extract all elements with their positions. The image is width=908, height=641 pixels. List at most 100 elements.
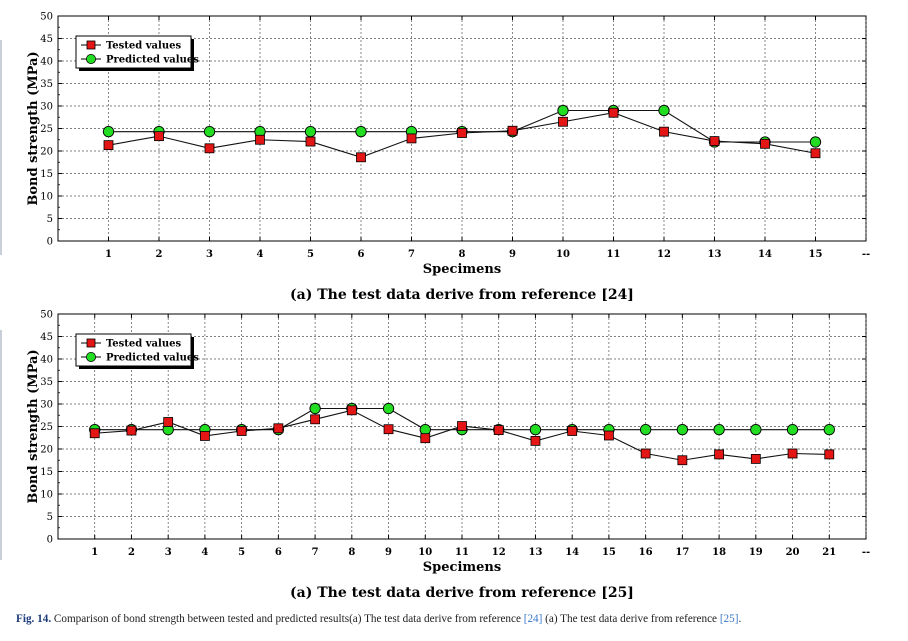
x-tick-label: 15 [809, 249, 823, 260]
y-tick-label: 35 [40, 79, 53, 90]
page-edge-mark [0, 40, 2, 255]
x-tick-label: 2 [128, 547, 135, 558]
x-tick-label: 9 [509, 249, 516, 260]
chart-subtitle: (a) The test data derive from reference … [290, 287, 634, 303]
tested-point [406, 133, 417, 144]
y-axis-label: Bond strength (MPa) [26, 51, 41, 205]
tested-point [356, 152, 366, 163]
tested-point [507, 125, 518, 136]
x-tick-label: 7 [408, 249, 415, 260]
legend-label: Predicted values [106, 353, 199, 364]
y-tick-label: 20 [40, 147, 53, 158]
x-tick-label: 11 [455, 547, 469, 558]
y-tick-label: 10 [40, 490, 53, 501]
tested-point [787, 448, 798, 459]
tested-point [640, 448, 651, 459]
y-tick-label: 35 [40, 377, 53, 388]
y-tick-label: 15 [40, 467, 53, 478]
tested-point [126, 425, 137, 436]
tested-point [103, 140, 114, 151]
y-tick-label: 25 [40, 422, 53, 433]
tested-point [255, 134, 265, 145]
x-tick-label: 3 [165, 547, 172, 558]
legend-label: Tested values [106, 41, 181, 52]
tested-point [346, 405, 357, 416]
y-tick-label: 45 [40, 332, 53, 343]
x-tick-label: 7 [312, 547, 319, 558]
x-tick-label: 3 [206, 249, 213, 260]
chart-subtitle: (a) The test data derive from reference … [290, 585, 634, 601]
predicted-point [658, 104, 670, 117]
caption-label: Fig. 14. [16, 613, 52, 625]
x-tick-label: 1 [105, 249, 112, 260]
predicted-point [355, 125, 367, 138]
tested-point [383, 424, 394, 435]
x-tick-label: 8 [459, 249, 466, 260]
predicted-point [557, 104, 569, 117]
x-tick-label: 13 [708, 249, 722, 260]
predicted-point [639, 423, 652, 436]
y-tick-label: 50 [40, 310, 53, 321]
x-tick-label: 9 [385, 547, 392, 558]
x-tick-label: 6 [275, 547, 282, 558]
caption-ref-link[interactable]: [24] [523, 613, 543, 625]
x-axis-label: Specimens [423, 560, 501, 575]
x-tick-label: 13 [528, 547, 542, 558]
legend-tested-marker [86, 338, 96, 348]
x-tick-label: 17 [675, 547, 689, 558]
y-tick-label: 40 [40, 57, 53, 68]
y-tick-label: 30 [40, 400, 53, 411]
tested-point [310, 414, 320, 425]
tested-point [420, 433, 431, 444]
tested-point [567, 426, 578, 436]
x-tick-label: 4 [257, 249, 264, 260]
predicted-point [713, 423, 725, 436]
y-tick-label: 15 [40, 169, 53, 180]
figure-caption: Fig. 14. Comparison of bond strength bet… [16, 613, 896, 625]
y-tick-label: 5 [47, 214, 53, 225]
tested-point [204, 143, 215, 154]
x-tick-label: 15 [602, 547, 616, 558]
x-tick-label: 12 [657, 249, 671, 260]
tested-point [457, 128, 467, 138]
tested-point [677, 455, 688, 466]
x-tick-label: 8 [348, 547, 355, 558]
x-tick-label: 20 [786, 547, 800, 558]
tested-point [530, 435, 541, 446]
tested-point [163, 417, 174, 427]
tested-point [154, 131, 164, 142]
x-tick-label: 5 [238, 547, 245, 558]
tested-point [273, 423, 284, 434]
y-tick-label: 0 [47, 237, 53, 248]
x-tick-label: 16 [639, 547, 653, 558]
x-tick-label: 18 [712, 547, 726, 558]
legend-label: Tested values [106, 339, 181, 350]
x-tick-label: 6 [358, 249, 365, 260]
predicted-point [419, 423, 431, 436]
tested-point [750, 453, 761, 464]
tested-point [824, 449, 835, 460]
y-tick-label: 10 [40, 192, 53, 203]
x-tick-label: 21 [822, 547, 836, 558]
x-tick-label: 11 [607, 249, 621, 260]
y-tick-label: 40 [40, 355, 53, 366]
legend-predicted-marker [86, 54, 97, 65]
x-tick-label: 19 [749, 547, 763, 558]
x-tick-label: 2 [156, 249, 163, 260]
tested-point [236, 426, 247, 436]
x-tick-label: 4 [201, 547, 208, 558]
tested-point [558, 116, 568, 127]
predicted-point [102, 125, 115, 138]
predicted-point [823, 423, 835, 436]
x-tick-label: -- [862, 249, 870, 260]
tested-point [89, 428, 100, 439]
tested-point [493, 425, 504, 436]
caption-end: . [738, 613, 742, 625]
x-tick-label: 12 [492, 547, 506, 558]
x-tick-label: 14 [758, 249, 772, 260]
caption-ref-link[interactable]: [25] [719, 613, 739, 625]
tested-point [200, 431, 210, 441]
legend-predicted-marker [86, 351, 97, 362]
predicted-point [304, 125, 317, 138]
